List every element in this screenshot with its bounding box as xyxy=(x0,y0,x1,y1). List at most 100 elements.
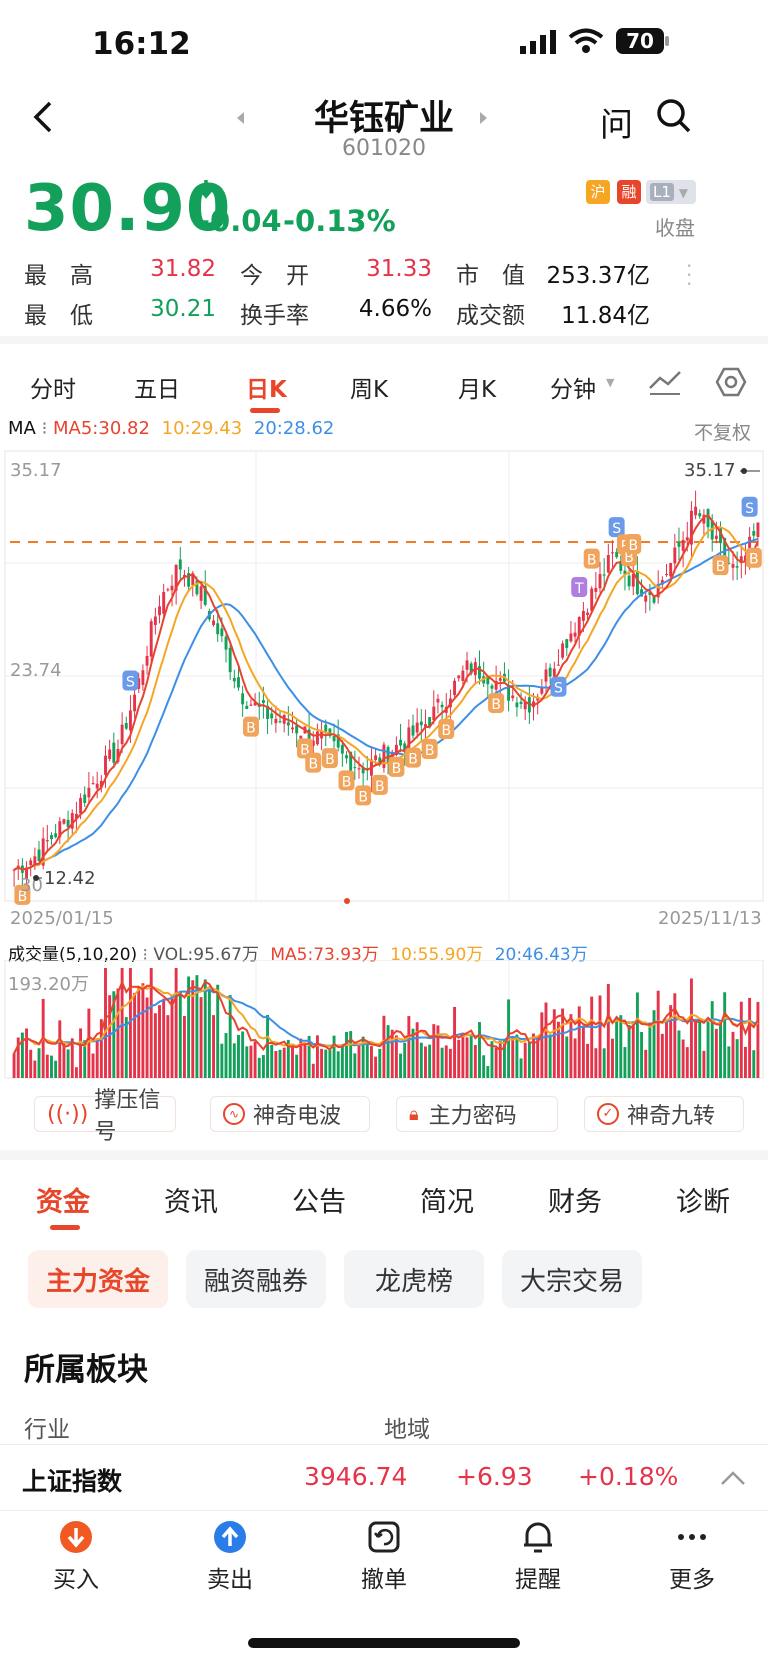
ma5-value: MA5:30.82 xyxy=(53,418,150,439)
volume-bar xyxy=(665,1019,668,1078)
volume-bar xyxy=(399,1053,402,1078)
candle xyxy=(353,767,357,769)
kline-chart[interactable]: BSBBBBBBBBBBBBSTBSPBBBSB 35.17 23.74 30 … xyxy=(0,446,768,906)
tab-funds[interactable]: 资金 xyxy=(36,1187,90,1218)
candle xyxy=(424,724,427,727)
signal-support-resistance[interactable]: ((·)) 撑压信号 xyxy=(34,1088,176,1145)
nav-alert[interactable]: 提醒 xyxy=(478,1510,598,1594)
candle xyxy=(153,616,157,626)
volume-bar xyxy=(191,980,195,1078)
volume-bar xyxy=(199,997,203,1078)
nav-buy[interactable]: 买入 xyxy=(16,1510,136,1594)
search-icon[interactable] xyxy=(656,98,692,134)
volume-bar xyxy=(340,1046,344,1078)
svg-text:B: B xyxy=(300,742,310,758)
volume-bar xyxy=(378,1048,382,1078)
settings-hex-icon[interactable] xyxy=(714,366,748,398)
stock-code: 601020 xyxy=(342,136,426,161)
tab-financials[interactable]: 财务 xyxy=(548,1187,602,1218)
candle xyxy=(453,680,457,696)
nav-sell[interactable]: 卖出 xyxy=(170,1510,290,1594)
tab-weekly-k[interactable]: 周K xyxy=(350,377,389,403)
volume-bar xyxy=(295,1054,299,1078)
chevron-up-icon[interactable] xyxy=(720,1470,746,1486)
volume-bar xyxy=(50,1055,53,1078)
index-value: 3946.74 xyxy=(304,1462,408,1491)
adjust-toggle[interactable]: 不复权 xyxy=(694,422,752,444)
more-dots-icon[interactable]: · · · xyxy=(686,254,693,296)
candle xyxy=(99,780,103,788)
candle xyxy=(328,728,332,737)
next-stock-icon[interactable] xyxy=(478,110,490,126)
signal-label: 主力密码 xyxy=(428,1104,517,1129)
volume-bar xyxy=(386,1025,390,1078)
svg-text:B: B xyxy=(392,761,402,777)
volume-bar xyxy=(702,1050,706,1078)
chip-main-funds[interactable]: 主力资金 xyxy=(28,1250,168,1308)
volume-bar xyxy=(332,1035,336,1078)
volume-bar xyxy=(611,1038,614,1078)
candle xyxy=(652,595,656,603)
candle xyxy=(428,717,432,728)
nav-more[interactable]: 更多 xyxy=(632,1510,752,1594)
price-change: -0.04 xyxy=(198,204,282,238)
index-row[interactable]: 上证指数 3946.74 +6.93 +0.18% xyxy=(0,1444,768,1512)
chip-margin-trading[interactable]: 融资融券 xyxy=(186,1250,326,1308)
tab-monthly-k[interactable]: 月K xyxy=(458,377,497,403)
candle xyxy=(557,664,560,666)
level-label: L1 xyxy=(650,183,674,201)
candle xyxy=(50,835,53,840)
tab-five-day[interactable]: 五日 xyxy=(134,377,180,403)
buy-marker: B xyxy=(321,748,338,769)
level-badge[interactable]: L1 ▼ xyxy=(646,180,696,204)
sell-marker: S xyxy=(122,670,139,691)
candle xyxy=(124,723,128,729)
buy-marker: B xyxy=(371,774,388,795)
signal-nine-turn[interactable]: ✓ 神奇九转 xyxy=(584,1096,744,1132)
svg-text:B: B xyxy=(342,774,352,790)
volume-bar xyxy=(74,1067,78,1078)
sector-title: 所属板块 xyxy=(24,1352,148,1388)
volume-bar xyxy=(261,1055,265,1078)
tab-daily-k[interactable]: 日K xyxy=(246,377,287,403)
ask-button[interactable]: 问 xyxy=(600,105,633,144)
sell-icon xyxy=(214,1521,246,1553)
candle xyxy=(191,573,195,586)
tab-announcements[interactable]: 公告 xyxy=(292,1187,346,1218)
candle xyxy=(249,704,253,706)
volume-bar xyxy=(307,1035,311,1078)
prev-stock-icon[interactable] xyxy=(234,110,246,126)
candle xyxy=(386,746,390,763)
chip-block-trade[interactable]: 大宗交易 xyxy=(502,1250,642,1308)
volume-bar xyxy=(714,1028,718,1078)
volume-bar xyxy=(349,1031,353,1078)
signal-wave[interactable]: ∿ 神奇电波 xyxy=(210,1096,370,1132)
candle xyxy=(112,742,116,763)
back-icon[interactable] xyxy=(30,100,56,134)
volume-bar xyxy=(12,1053,16,1078)
stat-value: 30.21 xyxy=(150,296,216,322)
tab-profile[interactable]: 简况 xyxy=(420,1187,474,1218)
volume-bar xyxy=(374,1056,378,1078)
candle xyxy=(640,589,644,597)
buy-marker: B xyxy=(242,716,259,737)
volume-bar xyxy=(698,1018,702,1078)
nav-cancel-order[interactable]: 撤单 xyxy=(324,1510,444,1594)
buy-marker: B xyxy=(338,770,355,791)
tab-minute[interactable]: 分钟 xyxy=(550,377,596,403)
candle xyxy=(407,727,411,755)
volume-bar xyxy=(245,1046,249,1078)
volume-bar xyxy=(357,1043,361,1078)
tab-intraday[interactable]: 分时 xyxy=(30,377,76,403)
candle xyxy=(91,783,95,785)
candle xyxy=(79,797,83,814)
tab-diagnosis[interactable]: 诊断 xyxy=(676,1187,730,1218)
svg-text:B: B xyxy=(749,552,759,568)
volume-chart[interactable] xyxy=(0,960,768,1080)
volume-bar xyxy=(619,1015,623,1078)
chip-dragon-tiger[interactable]: 龙虎榜 xyxy=(344,1250,484,1308)
signal-main-force[interactable]: 🔒︎ 主力密码 xyxy=(396,1096,558,1132)
buy-marker: B xyxy=(355,785,372,806)
tab-news[interactable]: 资讯 xyxy=(164,1187,218,1218)
draw-line-icon[interactable] xyxy=(648,368,682,396)
